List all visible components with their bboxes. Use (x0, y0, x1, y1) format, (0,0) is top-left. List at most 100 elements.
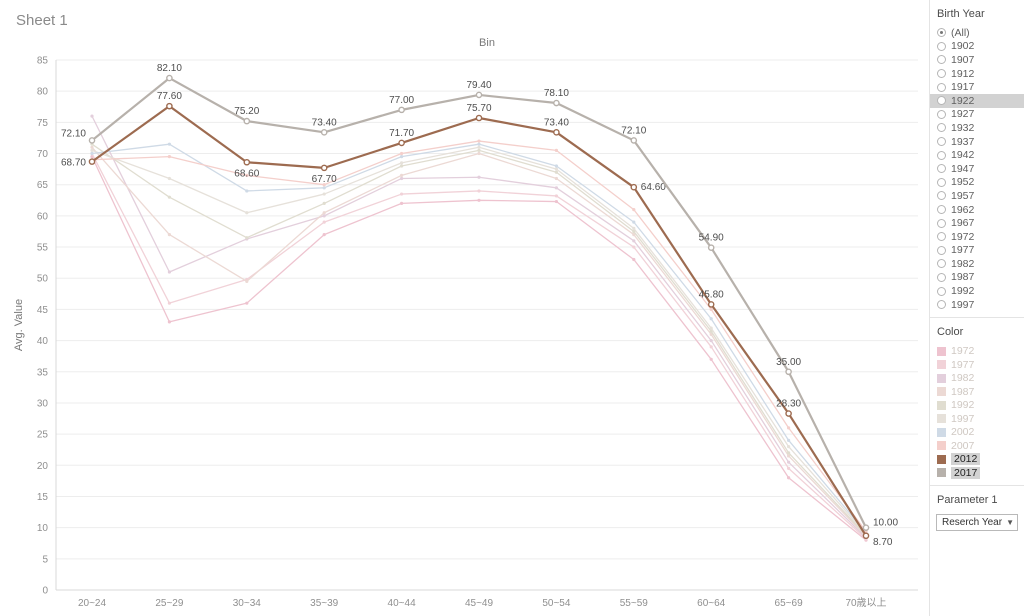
birth-year-option-label: 1957 (951, 189, 975, 202)
svg-text:8.70: 8.70 (873, 537, 893, 548)
color-swatch-icon (937, 387, 946, 397)
legend-item-2007[interactable]: 2007 (930, 439, 1024, 453)
svg-text:73.40: 73.40 (312, 117, 337, 128)
birth-year-option-1987[interactable]: 1987 (930, 271, 1024, 285)
svg-text:45: 45 (37, 305, 49, 316)
color-swatch-icon (937, 346, 946, 356)
birth-year-option-1957[interactable]: 1957 (930, 189, 1024, 203)
svg-text:70歳以上: 70歳以上 (845, 597, 886, 609)
svg-text:77.60: 77.60 (157, 91, 182, 102)
parameter-dropdown[interactable]: Reserch Year ▼ (936, 514, 1018, 532)
svg-text:10.00: 10.00 (873, 518, 898, 529)
birth-year-option-1942[interactable]: 1942 (930, 148, 1024, 162)
legend-item-label: 2017 (951, 466, 981, 479)
radio-icon (937, 191, 946, 201)
svg-text:79.40: 79.40 (466, 80, 491, 91)
birth-year-option-label: 1912 (951, 67, 975, 80)
legend-item-1987[interactable]: 1987 (930, 385, 1024, 399)
birth-year-option-1917[interactable]: 1917 (930, 80, 1024, 94)
svg-text:20: 20 (37, 461, 49, 472)
radio-icon (937, 28, 946, 38)
line-chart[interactable]: 0 5 10 15 20 25 30 35 40 45 50 55 60 65 70 75 80 85 20~24 2… (0, 0, 928, 616)
radio-icon (937, 245, 946, 255)
birth-year-option-1902[interactable]: 1902 (930, 40, 1024, 54)
radio-icon (937, 272, 946, 282)
svg-text:70: 70 (37, 149, 49, 160)
legend-item-label: 2002 (951, 426, 975, 439)
birth-year-option-1952[interactable]: 1952 (930, 176, 1024, 190)
svg-text:35~39: 35~39 (310, 598, 339, 609)
svg-text:75.70: 75.70 (466, 103, 491, 114)
svg-text:35.00: 35.00 (776, 357, 801, 368)
birth-year-option-1932[interactable]: 1932 (930, 121, 1024, 135)
birth-year-option-label: 1917 (951, 81, 975, 94)
legend-item-1997[interactable]: 1997 (930, 412, 1024, 426)
svg-text:75: 75 (37, 118, 49, 129)
birth-year-option-label: 1907 (951, 53, 975, 66)
birth-year-option-1972[interactable]: 1972 (930, 230, 1024, 244)
color-swatch-icon (937, 427, 946, 437)
birth-year-option-1977[interactable]: 1977 (930, 244, 1024, 258)
birth-year-option-1967[interactable]: 1967 (930, 216, 1024, 230)
birth-year-option-label: 1977 (951, 244, 975, 257)
radio-icon (937, 218, 946, 228)
svg-text:30~34: 30~34 (233, 598, 262, 609)
chevron-down-icon: ▼ (1006, 517, 1014, 527)
birth-year-option-label: 1962 (951, 203, 975, 216)
birth-year-option-label: 1937 (951, 135, 975, 148)
legend-item-label: 1987 (951, 385, 975, 398)
radio-icon (937, 109, 946, 119)
legend-item-1977[interactable]: 1977 (930, 358, 1024, 372)
legend-item-1972[interactable]: 1972 (930, 344, 1024, 358)
svg-text:73.40: 73.40 (544, 117, 569, 128)
svg-text:Bin: Bin (479, 37, 495, 49)
legend-item-label: 1992 (951, 399, 975, 412)
svg-text:82.10: 82.10 (157, 63, 182, 74)
birth-year-option-label: 1972 (951, 230, 975, 243)
sheet-title: Sheet 1 (16, 12, 68, 29)
birth-year-option-1992[interactable]: 1992 (930, 284, 1024, 298)
birth-year-option-1982[interactable]: 1982 (930, 257, 1024, 271)
birth-year-option-1997[interactable]: 1997 (930, 298, 1024, 312)
legend-item-label: 1977 (951, 358, 975, 371)
birth-year-option-1937[interactable]: 1937 (930, 135, 1024, 149)
radio-icon (937, 177, 946, 187)
svg-text:64.60: 64.60 (641, 182, 666, 193)
legend-item-label: 1972 (951, 345, 975, 358)
radio-icon (937, 232, 946, 242)
svg-text:55: 55 (37, 243, 49, 254)
radio-icon (937, 300, 946, 310)
radio-icon (937, 137, 946, 147)
birth-year-option-label: 1982 (951, 257, 975, 270)
birth-year-option-1947[interactable]: 1947 (930, 162, 1024, 176)
birth-year-option-1907[interactable]: 1907 (930, 53, 1024, 67)
legend-item-label: 2007 (951, 439, 975, 452)
parameter-dropdown-value: Reserch Year (942, 517, 1003, 529)
radio-icon (937, 150, 946, 160)
birth-year-option-1922[interactable]: 1922 (930, 93, 1024, 108)
svg-text:15: 15 (37, 492, 49, 503)
birth-year-option-1912[interactable]: 1912 (930, 67, 1024, 81)
radio-icon (937, 96, 946, 106)
birth-year-option-1927[interactable]: 1927 (930, 108, 1024, 122)
parameter-panel: Parameter 1 Reserch Year ▼ (930, 486, 1024, 546)
svg-text:60~64: 60~64 (697, 598, 726, 609)
legend-item-2002[interactable]: 2002 (930, 425, 1024, 439)
legend-item-1982[interactable]: 1982 (930, 371, 1024, 385)
color-legend-panel: Color 1972 1977 1982 1987 1992 1997 2002 2007 20… (930, 318, 1024, 487)
svg-text:55~59: 55~59 (620, 598, 649, 609)
legend-item-2017[interactable]: 2017 (930, 466, 1024, 480)
legend-item-1992[interactable]: 1992 (930, 398, 1024, 412)
legend-item-2012[interactable]: 2012 (930, 452, 1024, 466)
birth-year-option-all[interactable]: (All) (930, 26, 1024, 40)
svg-text:25: 25 (37, 430, 49, 441)
svg-text:30: 30 (37, 398, 49, 409)
svg-text:80: 80 (37, 87, 49, 98)
svg-text:67.70: 67.70 (312, 174, 337, 185)
svg-text:40: 40 (37, 336, 49, 347)
radio-icon (937, 286, 946, 296)
svg-text:28.30: 28.30 (776, 399, 801, 410)
birth-year-option-label: 1987 (951, 271, 975, 284)
birth-year-option-1962[interactable]: 1962 (930, 203, 1024, 217)
